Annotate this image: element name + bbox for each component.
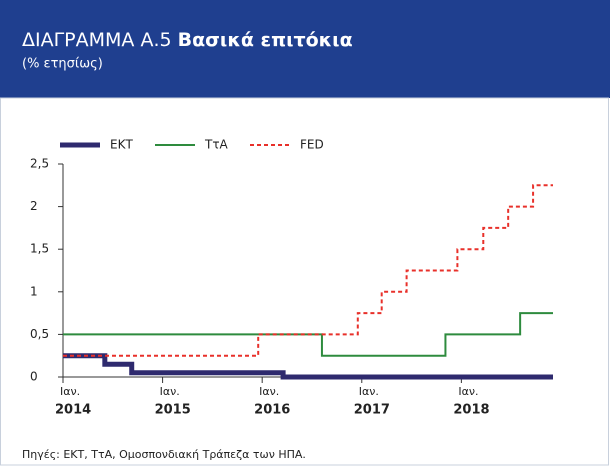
x-year-label: 2017 xyxy=(354,403,390,418)
y-tick-label: 0,5 xyxy=(30,327,49,341)
y-tick-label: 2,5 xyxy=(30,157,49,171)
title: Βασικά επιτόκια xyxy=(178,29,353,51)
y-tick-label: 2 xyxy=(30,199,38,213)
x-tick-label: Ιαν. xyxy=(60,385,80,398)
header-band xyxy=(0,0,610,98)
y-tick-label: 0 xyxy=(30,370,38,384)
chart-title: ΔΙΑΓΡΑΜΜΑ Α.5 Βασικά επιτόκια xyxy=(22,29,353,51)
x-year-label: 2016 xyxy=(254,403,290,418)
subtitle: (% ετησίως) xyxy=(22,57,103,72)
legend-label: FED xyxy=(300,138,324,152)
figure-label: ΔΙΑΓΡΑΜΜΑ Α.5 xyxy=(22,29,172,51)
panel-border xyxy=(0,97,609,466)
series-line xyxy=(63,353,553,380)
legend-label: ΤτΑ xyxy=(204,138,229,152)
series-line xyxy=(63,184,553,357)
x-year-label: 2018 xyxy=(453,403,489,418)
x-tick-label: Ιαν. xyxy=(458,385,478,398)
x-tick-label: Ιαν. xyxy=(160,385,180,398)
y-tick-label: 1 xyxy=(30,284,38,298)
legend-label: ΕΚΤ xyxy=(110,138,133,152)
series-line xyxy=(63,312,553,357)
x-year-label: 2015 xyxy=(155,403,191,418)
source-note: Πηγές: ΕΚΤ, ΤτΑ, Ομοσπονδιακή Τράπεζα τω… xyxy=(22,448,306,461)
x-tick-label: Ιαν. xyxy=(359,385,379,398)
x-year-label: 2014 xyxy=(55,403,91,418)
x-tick-label: Ιαν. xyxy=(259,385,279,398)
y-tick-label: 1,5 xyxy=(30,242,49,256)
